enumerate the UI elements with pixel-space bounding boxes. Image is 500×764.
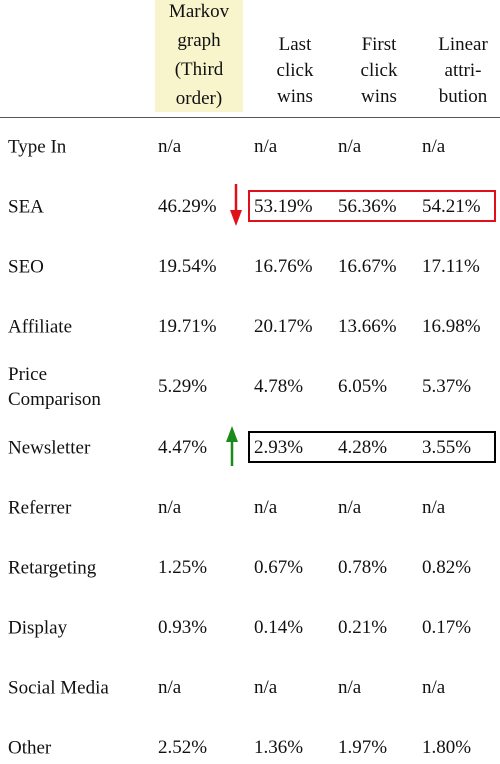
cell: 1.80% [422, 737, 472, 758]
column-header: click [360, 60, 398, 81]
cell: 2.52% [158, 737, 208, 758]
cell: 13.66% [338, 316, 397, 338]
column-header: order) [175, 88, 223, 109]
row-label: Other [8, 737, 52, 759]
row-label: Referrer [8, 497, 72, 519]
row-label: Social Media [8, 677, 109, 699]
column-header: wins [277, 86, 313, 107]
column-header: click [276, 60, 314, 81]
cell: 19.71% [158, 316, 217, 338]
cell: 5.29% [158, 376, 208, 398]
cell: 4.28% [338, 436, 388, 458]
cell: 16.98% [422, 316, 481, 338]
cell: n/a [158, 496, 182, 518]
column-header: Last [278, 34, 312, 55]
cell: 56.36% [338, 196, 397, 218]
cell: 46.29% [158, 196, 217, 218]
black-box [248, 431, 496, 463]
cell: 0.78% [338, 556, 388, 578]
cell: 53.19% [254, 196, 313, 218]
column-header: (Third [174, 59, 224, 80]
cell: 6.05% [338, 376, 388, 398]
cell: 2.93% [254, 436, 304, 458]
cell: n/a [422, 496, 446, 518]
up-arrow [226, 426, 238, 466]
cell: n/a [158, 136, 182, 157]
cell: 0.17% [422, 616, 472, 638]
cell: 1.36% [254, 737, 304, 758]
cell: 0.82% [422, 556, 472, 578]
column-header: wins [361, 86, 397, 107]
cell: 0.93% [158, 616, 208, 638]
highlight [155, 0, 243, 112]
cell: 20.17% [254, 316, 313, 338]
column-header: Linear [438, 34, 488, 55]
header-rule [0, 117, 500, 118]
cell: 1.25% [158, 556, 208, 578]
column-header: First [361, 34, 397, 55]
cell: n/a [254, 136, 278, 157]
cell: 54.21% [422, 196, 481, 218]
cell: 16.67% [338, 256, 397, 278]
row-label: Newsletter [8, 437, 91, 458]
cell: 1.97% [338, 737, 388, 758]
cell: 0.67% [254, 556, 304, 578]
cell: 0.21% [338, 616, 388, 638]
cell: n/a [158, 676, 182, 698]
cell: 4.78% [254, 376, 304, 398]
column-header: Markov [168, 1, 230, 22]
column-header: attri- [444, 60, 482, 81]
row-label: Retargeting [8, 557, 97, 579]
cell: 3.55% [422, 436, 472, 458]
red-box [248, 190, 496, 222]
cell: n/a [422, 136, 446, 157]
cell: n/a [338, 676, 362, 698]
cell: 17.11% [422, 256, 480, 278]
column-header: graph [177, 30, 221, 51]
row-label: Price Comparison [8, 364, 101, 411]
cell: 4.47% [158, 436, 208, 458]
cell: 19.54% [158, 256, 217, 278]
row-label: Affiliate [8, 316, 73, 338]
cell: n/a [338, 136, 362, 157]
row-label: Display [8, 617, 68, 639]
row-label: SEA [8, 196, 44, 218]
cell: n/a [254, 676, 278, 698]
row-label: SEO [8, 256, 44, 278]
cell: n/a [422, 676, 446, 698]
cell: n/a [254, 496, 278, 518]
cell: 5.37% [422, 376, 472, 398]
down-arrow [230, 184, 242, 226]
cell: 16.76% [254, 256, 313, 278]
column-header: bution [438, 86, 488, 107]
row-label: Type In [8, 136, 67, 158]
cell: n/a [338, 496, 362, 518]
cell: 0.14% [254, 616, 304, 638]
